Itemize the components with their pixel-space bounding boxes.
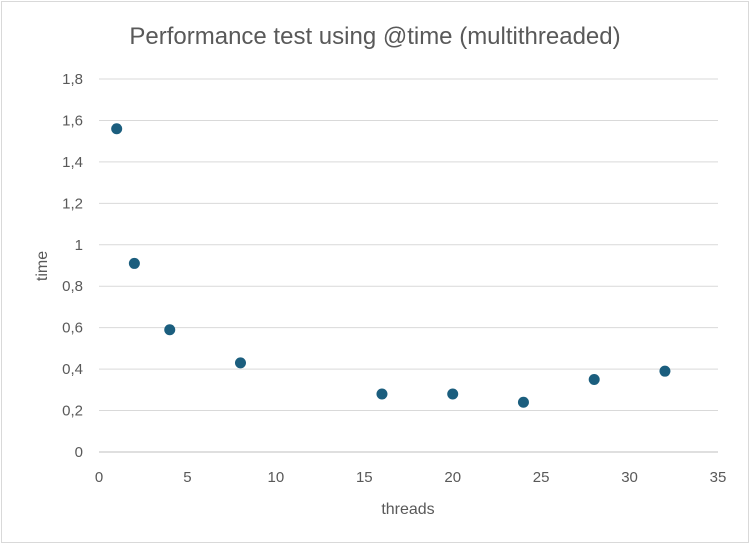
y-tick-label: 0,4 (62, 361, 83, 378)
data-point (588, 373, 600, 385)
y-tick-label: 1,2 (62, 195, 83, 212)
data-point (517, 396, 529, 408)
y-tick-label: 1,8 (62, 71, 83, 88)
x-tick-label: 20 (444, 469, 461, 486)
x-axis-ticks: 0 5 10 15 20 25 30 35 (95, 469, 727, 486)
data-point (128, 257, 140, 269)
y-tick-label: 0,2 (62, 403, 83, 420)
y-tick-label: 0,6 (62, 320, 83, 337)
data-point (447, 388, 459, 400)
data-point (234, 357, 246, 369)
y-tick-label: 0 (75, 444, 83, 461)
chart-title: Performance test using @time (multithrea… (129, 23, 620, 50)
x-tick-label: 25 (533, 469, 550, 486)
y-tick-label: 1,6 (62, 112, 83, 129)
data-point (376, 388, 388, 400)
x-tick-label: 15 (356, 469, 373, 486)
x-tick-label: 30 (621, 469, 638, 486)
y-axis-label: time (34, 251, 51, 281)
x-tick-label: 10 (268, 469, 285, 486)
y-tick-label: 1,4 (62, 154, 83, 171)
y-tick-label: 1 (75, 237, 83, 254)
x-tick-label: 0 (95, 469, 103, 486)
data-point (111, 123, 123, 135)
gridlines (99, 78, 718, 412)
y-tick-label: 0,8 (62, 278, 83, 295)
data-points (111, 123, 671, 408)
x-axis-label: threads (381, 501, 434, 518)
data-point (659, 365, 671, 377)
y-axis-ticks: 0 0,2 0,4 0,6 0,8 1 1,2 1,4 1,6 1,8 (62, 71, 83, 461)
x-tick-label: 5 (183, 469, 191, 486)
data-point (164, 324, 176, 336)
x-tick-label: 35 (710, 469, 727, 486)
